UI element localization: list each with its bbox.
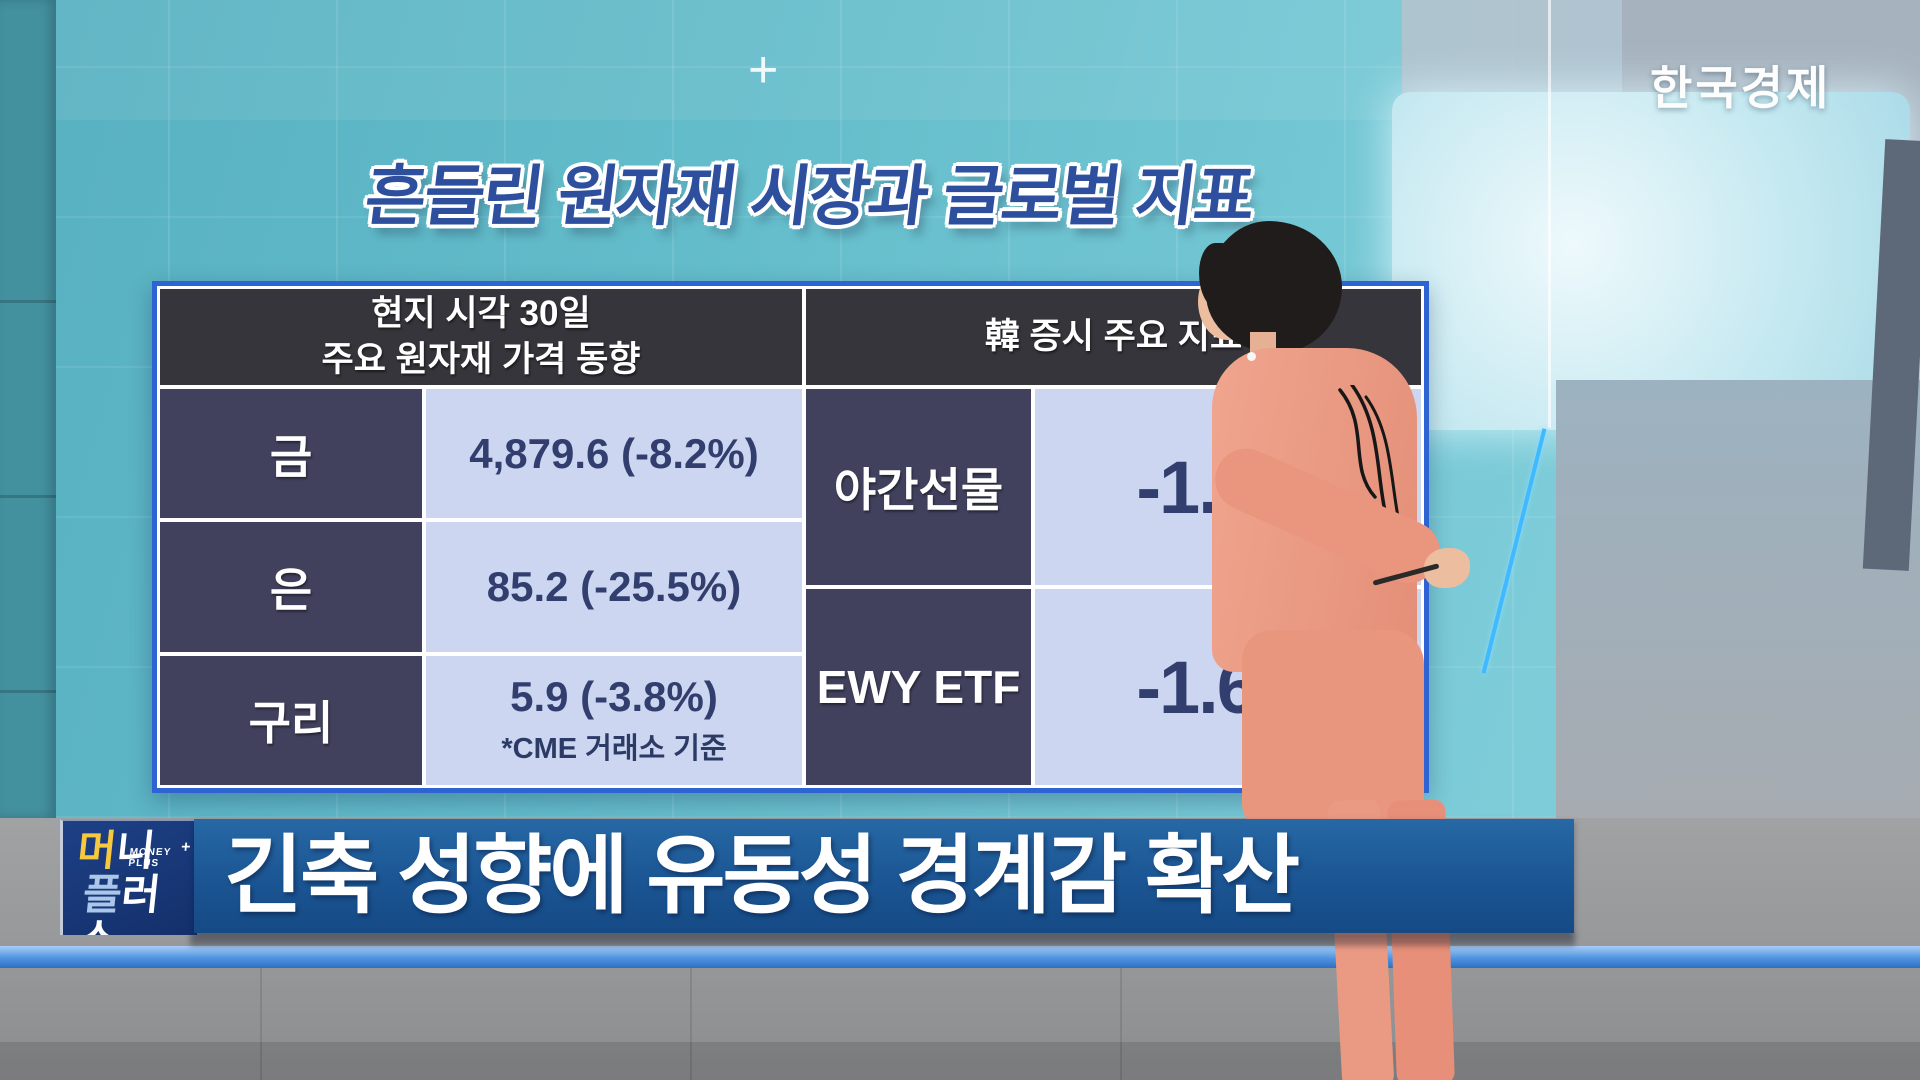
floor-seam — [690, 968, 692, 1080]
table-row-value-silver: 85.2 (-25.5%) — [426, 522, 802, 652]
logo-plus-icon: + — [180, 839, 192, 856]
wall-left-strip — [0, 0, 56, 818]
page-title: 흔들린 원자재 시장과 글로벌 지표 — [361, 159, 1258, 233]
table-row-value-gold: 4,879.6 (-8.2%) — [426, 389, 802, 519]
table-row-label-ewy-etf: EWY ETF — [806, 589, 1031, 785]
broadcaster-logo: 한국경제 — [1650, 63, 1832, 114]
banner-shadow — [190, 933, 1575, 946]
logo-syllable: 머 — [75, 827, 119, 874]
table-row-label-copper: 구리 — [160, 655, 422, 785]
set-right-wall — [1556, 380, 1920, 820]
commodities-table: 현지 시각 30일 주요 원자재 가격 동향 금 4,879.6 (-8.2%)… — [160, 289, 802, 785]
data-board: 현지 시각 30일 주요 원자재 가격 동향 금 4,879.6 (-8.2%)… — [152, 281, 1429, 793]
money-plus-logo: 머니 플러스 MONEY PLUS + — [60, 819, 197, 935]
copper-value: 5.9 (-3.8%) — [510, 673, 718, 721]
ewy-etf-value: -1.6% — [1136, 645, 1321, 729]
table-row-label-silver: 은 — [160, 522, 422, 652]
header-line2: 주요 원자재 가격 동향 — [321, 340, 641, 379]
source-note: * 출처 : CNBC — [1249, 747, 1407, 775]
header-line: 韓 증시 주요 지표 — [984, 316, 1243, 356]
gold-value: 4,879.6 (-8.2%) — [469, 429, 759, 477]
silver-value: 85.2 (-25.5%) — [486, 562, 742, 610]
table-row-value-ewy-etf: -1.6% * 출처 : CNBC — [1035, 589, 1421, 785]
floor-blue-stripe — [0, 946, 1920, 968]
table-row-value-copper: 5.9 (-3.8%) *CME 거래소 기준 — [426, 655, 802, 785]
lower-third-banner: 긴축 성향에 유동성 경계감 확산 — [194, 819, 1574, 933]
table-row-label-gold: 금 — [160, 389, 422, 519]
header-line1: 현지 시각 30일 — [371, 293, 591, 333]
plus-icon: + — [748, 41, 779, 99]
floor-seam — [1120, 968, 1122, 1080]
logo-syllable: 플 — [80, 871, 125, 919]
table-row-label-night-futures: 야간선물 — [806, 389, 1031, 585]
korea-indicators-table: 韓 증시 주요 지표 야간선물 -1.5% EWY ETF -1.6% * 출처… — [806, 289, 1421, 785]
money-plus-logo-text: 머니 플러스 — [66, 827, 197, 935]
banner-headline: 긴축 성향에 유동성 경계감 확산 — [224, 828, 1300, 924]
floor-seam — [260, 968, 262, 1080]
commodities-table-header: 현지 시각 30일 주요 원자재 가격 동향 — [160, 289, 802, 385]
korea-indicators-header: 韓 증시 주요 지표 — [806, 289, 1421, 385]
floor-shade — [0, 1042, 1920, 1080]
set-panel-edge — [1548, 0, 1551, 428]
cme-note: *CME 거래소 기준 — [501, 733, 727, 766]
table-row-value-night-futures: -1.5% — [1035, 389, 1421, 585]
night-futures-value: -1.5% — [1136, 445, 1321, 529]
studio-screen — [1392, 92, 1910, 430]
